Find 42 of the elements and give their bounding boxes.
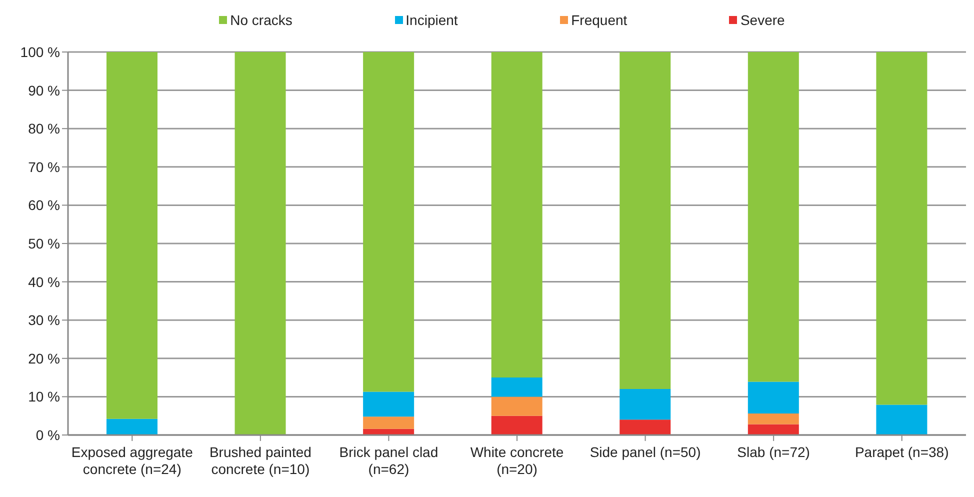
- bar: [491, 52, 542, 378]
- y-tick-label: 20 %: [28, 350, 60, 366]
- x-tick-label: Slab (n=72): [737, 444, 810, 460]
- bar: [748, 382, 799, 414]
- bar: [491, 396, 542, 416]
- y-tick-label: 90 %: [28, 82, 60, 98]
- x-tick-label: Brick panel clad (n=62): [339, 444, 438, 477]
- bar: [363, 428, 414, 435]
- y-tick-label: 80 %: [28, 120, 60, 137]
- bar: [363, 416, 414, 429]
- bar: [748, 424, 799, 435]
- bar: [491, 378, 542, 397]
- y-tick-label: 60 %: [28, 197, 60, 214]
- y-tick-label: 100 %: [20, 44, 60, 60]
- bar: [491, 416, 542, 435]
- bar: [748, 414, 799, 424]
- y-tick-label: 50 %: [28, 235, 60, 252]
- y-tick-label: 10 %: [28, 388, 60, 405]
- bar: [363, 392, 414, 417]
- bar: [106, 418, 158, 435]
- bar: [620, 420, 671, 435]
- bar: [876, 404, 928, 435]
- bar: [876, 52, 928, 405]
- bar: [106, 52, 158, 419]
- legend-label: Frequent: [570, 12, 628, 28]
- y-tick-label: 40 %: [28, 274, 60, 290]
- bar: [748, 52, 799, 382]
- legend-label: Incipient: [404, 12, 458, 28]
- x-tick-label: Exposed aggregate concrete (n=24): [71, 444, 194, 477]
- legend-label: No cracks: [229, 12, 292, 28]
- x-tick-label: Side panel (n=50): [590, 444, 701, 460]
- legend-label: Severe: [739, 12, 785, 28]
- x-tick-label: Brushed painted concrete (n=10): [209, 444, 312, 477]
- bar: [620, 389, 671, 420]
- bar: [620, 52, 671, 390]
- bar: [234, 52, 286, 435]
- y-tick-label: 30 %: [28, 312, 60, 328]
- x-tick-label: Parapet (n=38): [854, 444, 949, 460]
- x-tick-label: White concrete (n=20): [470, 444, 564, 477]
- y-tick-label: 70 %: [28, 158, 60, 175]
- y-tick-label: 0 %: [36, 426, 60, 443]
- bar: [363, 52, 414, 392]
